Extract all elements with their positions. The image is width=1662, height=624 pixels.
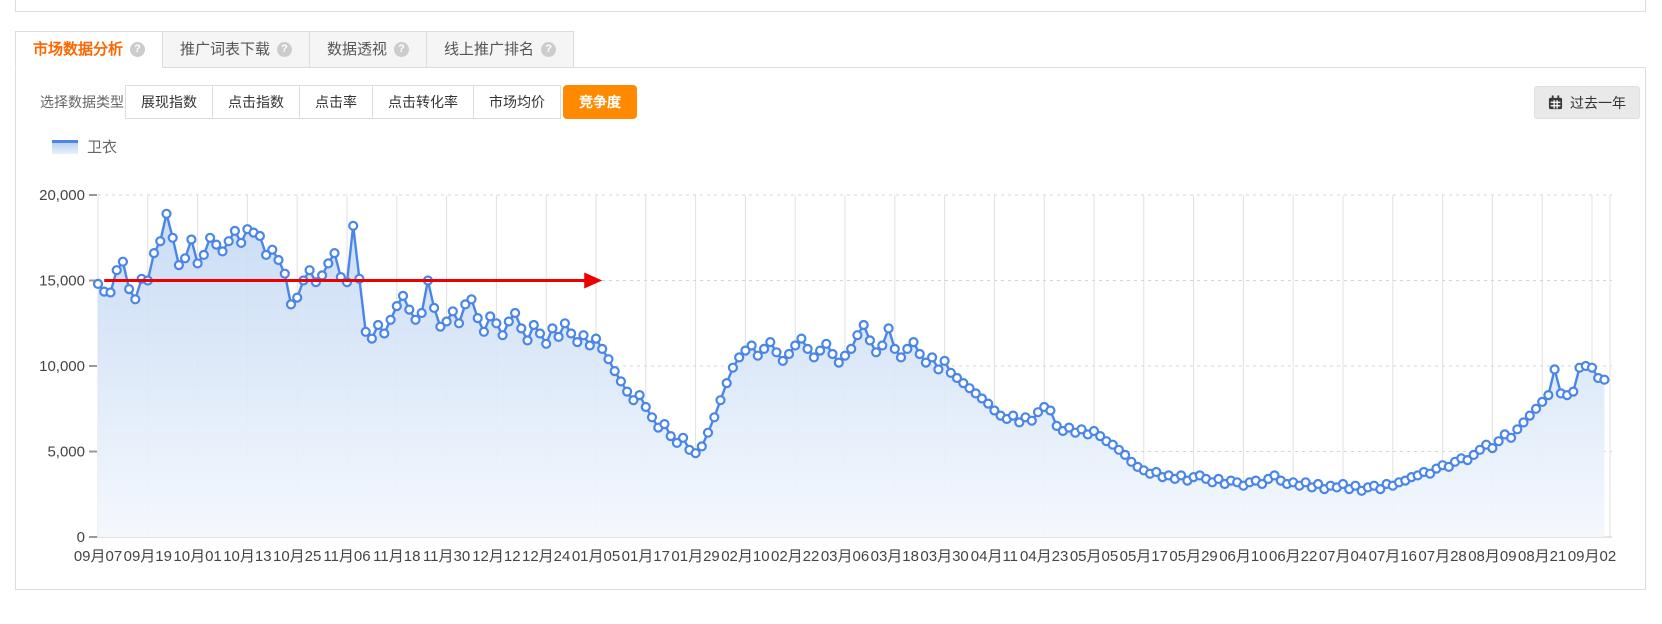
x-tick-label: 10月13 <box>223 548 271 565</box>
tab-data-pivot[interactable]: 数据透视 <box>309 31 428 68</box>
x-tick-label: 08月09 <box>1468 548 1516 565</box>
x-tick-label: 09月02 <box>1568 548 1616 565</box>
data-type-impression-index[interactable]: 展现指数 <box>125 85 213 119</box>
calendar-icon <box>1548 95 1563 110</box>
x-tick-label: 11月06 <box>323 548 370 565</box>
x-tick-label: 02月22 <box>771 548 819 565</box>
legend-swatch <box>52 139 78 154</box>
data-type-button-group: 展现指数 点击指数 点击率 点击转化率 市场均价 竞争度 <box>125 85 637 119</box>
x-tick-label: 04月23 <box>1020 548 1068 565</box>
x-tick-label: 06月10 <box>1219 548 1267 565</box>
y-tick-label: 0 <box>77 529 85 546</box>
x-tick-label: 02月10 <box>721 548 769 565</box>
x-tick-label: 11月18 <box>373 548 420 565</box>
tab-online-promo-ranking[interactable]: 线上推广排名 <box>426 31 575 68</box>
date-range-button[interactable]: 过去一年 <box>1534 86 1640 119</box>
data-type-ctr[interactable]: 点击率 <box>299 85 373 119</box>
tab-bar: 市场数据分析 推广词表下载 数据透视 线上推广排名 <box>15 31 575 68</box>
x-tick-label: 12月24 <box>522 548 570 565</box>
header-divider <box>15 0 1646 12</box>
x-tick-label: 06月22 <box>1269 548 1317 565</box>
tab-label: 推广词表下载 <box>180 40 271 58</box>
x-axis-labels: 09月07 09月19 10月01 10月13 10月25 11月06 11月18 11月30… <box>74 548 1616 565</box>
tab-label: 数据透视 <box>327 40 388 58</box>
x-tick-label: 10月25 <box>273 548 321 565</box>
x-tick-label: 10月01 <box>173 548 221 565</box>
y-tick-label: 5,000 <box>47 444 85 461</box>
data-points <box>92 208 1610 496</box>
x-tick-label: 12月12 <box>472 548 520 565</box>
x-tick-label: 09月19 <box>124 548 172 565</box>
help-icon[interactable] <box>394 42 410 57</box>
x-tick-label: 05月17 <box>1120 548 1168 565</box>
data-type-conversion-rate[interactable]: 点击转化率 <box>372 85 474 119</box>
help-icon[interactable] <box>541 42 557 57</box>
tab-market-data-analysis[interactable]: 市场数据分析 <box>15 31 164 68</box>
x-tick-label: 05月29 <box>1169 548 1217 565</box>
x-tick-label: 03月06 <box>821 548 869 565</box>
x-tick-label: 08月21 <box>1518 548 1566 565</box>
data-type-market-avg-price[interactable]: 市场均价 <box>473 85 561 119</box>
y-tick-label: 10,000 <box>39 358 85 375</box>
x-tick-label: 01月29 <box>671 548 719 565</box>
x-tick-label: 07月04 <box>1319 548 1367 565</box>
chart-legend[interactable]: 卫衣 <box>52 136 117 157</box>
legend-series-name: 卫衣 <box>87 139 118 156</box>
data-type-label: 选择数据类型： <box>40 94 138 110</box>
x-tick-label: 09月07 <box>74 548 122 565</box>
data-type-competition[interactable]: 竞争度 <box>563 85 637 119</box>
help-icon[interactable] <box>130 42 146 57</box>
tab-label: 线上推广排名 <box>444 40 535 58</box>
x-tick-label: 11月30 <box>423 548 470 565</box>
help-icon[interactable] <box>277 42 293 57</box>
area-fill <box>98 213 1605 538</box>
annotation-arrow <box>104 272 603 289</box>
y-tick-label: 20,000 <box>39 187 85 204</box>
x-tick-label: 05月05 <box>1070 548 1118 565</box>
x-tick-label: 01月17 <box>622 548 670 565</box>
tab-promo-wordlist-download[interactable]: 推广词表下载 <box>162 31 311 68</box>
x-tick-label: 07月28 <box>1418 548 1466 565</box>
date-range-label: 过去一年 <box>1570 94 1626 111</box>
x-tick-label: 03月30 <box>920 548 968 565</box>
data-type-click-index[interactable]: 点击指数 <box>212 85 300 119</box>
x-tick-label: 01月05 <box>572 548 620 565</box>
x-tick-label: 07月16 <box>1369 548 1417 565</box>
x-tick-label: 03月18 <box>871 548 919 565</box>
y-tick-label: 15,000 <box>39 273 85 290</box>
x-tick-label: 04月11 <box>971 548 1018 565</box>
tab-label: 市场数据分析 <box>33 40 124 58</box>
